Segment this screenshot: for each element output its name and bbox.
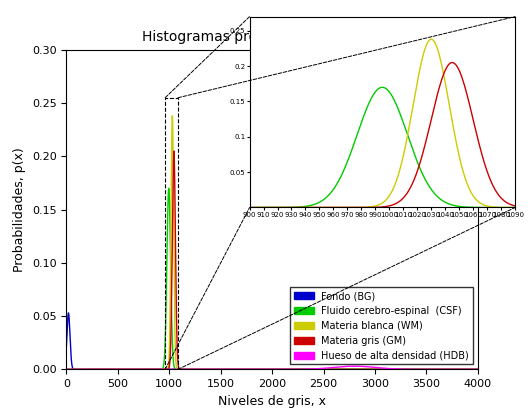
X-axis label: Niveles de gris, x: Niveles de gris, x: [218, 395, 326, 408]
Y-axis label: Probabilidades, p(x): Probabilidades, p(x): [13, 147, 27, 272]
Legend: Fondo (BG), Fluido cerebro-espinal  (CSF), Materia blanca (WM), Materia gris (GM: Fondo (BG), Fluido cerebro-espinal (CSF)…: [290, 287, 473, 364]
Bar: [165, 98, 178, 369]
Title: Histogramas promedio  normalizados: Histogramas promedio normalizados: [142, 30, 402, 44]
